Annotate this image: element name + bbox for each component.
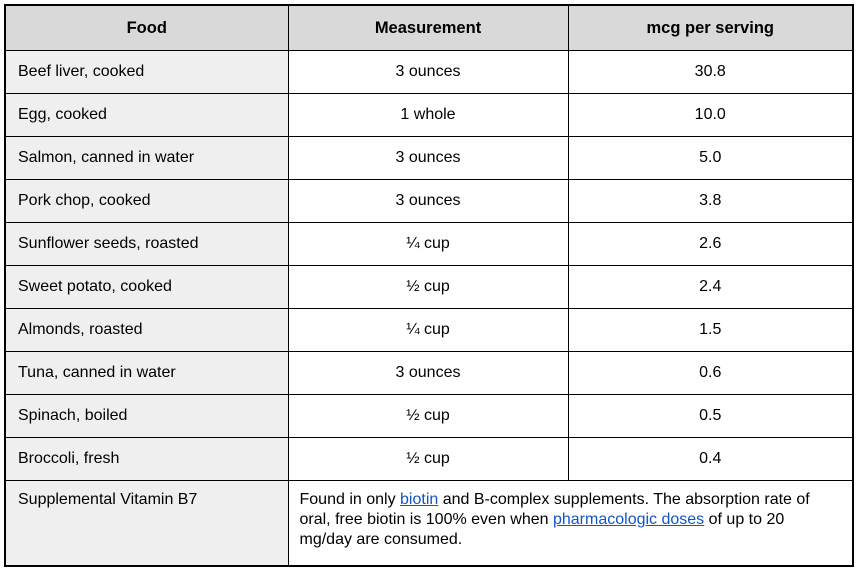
note-text-segment: Found in only xyxy=(299,491,401,508)
mcg-cell: 10.0 xyxy=(567,93,854,137)
column-header-measurement: Measurement xyxy=(287,4,569,51)
table-row: Broccoli, fresh ½ cup 0.4 xyxy=(4,437,854,481)
table-row: Spinach, boiled ½ cup 0.5 xyxy=(4,394,854,438)
table-row: Egg, cooked 1 whole 10.0 xyxy=(4,93,854,137)
food-cell: Sunflower seeds, roasted xyxy=(4,222,289,266)
biotin-content-table: Food Measurement mcg per serving Beef li… xyxy=(4,4,854,567)
mcg-cell: 0.4 xyxy=(567,437,854,481)
food-cell: Almonds, roasted xyxy=(4,308,289,352)
food-cell: Salmon, canned in water xyxy=(4,136,289,180)
header-row: Food Measurement mcg per serving xyxy=(4,4,854,51)
measurement-cell: ¼ cup xyxy=(287,308,569,352)
mcg-cell: 0.6 xyxy=(567,351,854,395)
table-row: Pork chop, cooked 3 ounces 3.8 xyxy=(4,179,854,223)
table-row: Sweet potato, cooked ½ cup 2.4 xyxy=(4,265,854,309)
table-row: Salmon, canned in water 3 ounces 5.0 xyxy=(4,136,854,180)
food-cell: Tuna, canned in water xyxy=(4,351,289,395)
supplement-label-cell: Supplemental Vitamin B7 xyxy=(4,480,289,566)
food-cell: Broccoli, fresh xyxy=(4,437,289,481)
table-row: Beef liver, cooked 3 ounces 30.8 xyxy=(4,50,854,94)
note-text-segment: and B-complex supplements. The absorptio… xyxy=(299,491,810,528)
mcg-cell: 2.6 xyxy=(567,222,854,266)
supplement-row: Supplemental Vitamin B7 Found in only bi… xyxy=(4,480,854,566)
table-row: Tuna, canned in water 3 ounces 0.6 xyxy=(4,351,854,395)
mcg-cell: 1.5 xyxy=(567,308,854,352)
note-text-segment: of up to 20 mg/day are consumed. xyxy=(299,511,785,548)
table-row: Sunflower seeds, roasted ¼ cup 2.6 xyxy=(4,222,854,266)
mcg-cell: 30.8 xyxy=(567,50,854,94)
food-cell: Spinach, boiled xyxy=(4,394,289,438)
biotin-link[interactable]: biotin xyxy=(400,491,439,508)
food-cell: Pork chop, cooked xyxy=(4,179,289,223)
measurement-cell: 3 ounces xyxy=(287,179,569,223)
measurement-cell: 3 ounces xyxy=(287,136,569,180)
table-row: Almonds, roasted ¼ cup 1.5 xyxy=(4,308,854,352)
measurement-cell: ½ cup xyxy=(287,265,569,309)
mcg-cell: 2.4 xyxy=(567,265,854,309)
measurement-cell: ½ cup xyxy=(287,437,569,481)
measurement-cell: 3 ounces xyxy=(287,50,569,94)
mcg-cell: 3.8 xyxy=(567,179,854,223)
food-cell: Sweet potato, cooked xyxy=(4,265,289,309)
food-cell: Beef liver, cooked xyxy=(4,50,289,94)
measurement-cell: ½ cup xyxy=(287,394,569,438)
food-cell: Egg, cooked xyxy=(4,93,289,137)
column-header-mcg-per-serving: mcg per serving xyxy=(567,4,854,51)
measurement-cell: 1 whole xyxy=(287,93,569,137)
pharmacologic-doses-link[interactable]: pharmacologic doses xyxy=(552,511,705,528)
measurement-cell: 3 ounces xyxy=(287,351,569,395)
column-header-food: Food xyxy=(4,4,289,51)
measurement-cell: ¼ cup xyxy=(287,222,569,266)
mcg-cell: 0.5 xyxy=(567,394,854,438)
supplement-note-cell: Found in only biotin and B-complex suppl… xyxy=(287,480,854,566)
supplement-note-text: Found in only biotin and B-complex suppl… xyxy=(300,491,810,548)
mcg-cell: 5.0 xyxy=(567,136,854,180)
